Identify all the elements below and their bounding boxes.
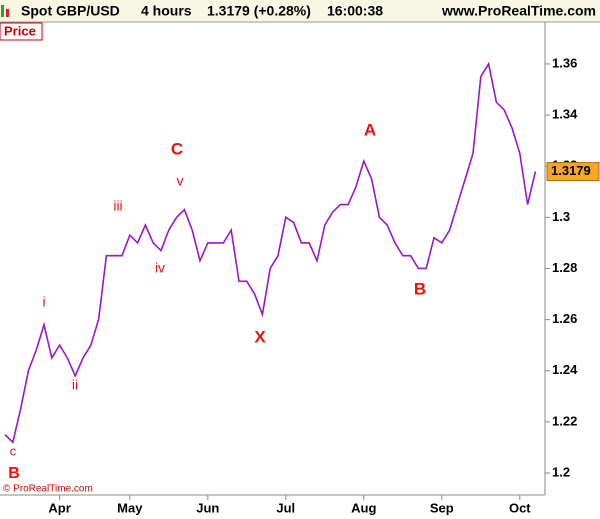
- panel-label: Price: [4, 23, 36, 38]
- wave-label: ii: [72, 377, 78, 393]
- x-tick-label: Sep: [430, 500, 454, 515]
- instrument: Spot GBP/USD: [21, 3, 120, 19]
- site: www.ProRealTime.com: [441, 3, 596, 19]
- y-tick-label: 1.28: [552, 260, 577, 275]
- x-tick-label: Oct: [509, 500, 531, 515]
- x-tick-label: Aug: [351, 500, 376, 515]
- period: 4 hours: [141, 3, 192, 19]
- wave-label: B: [8, 465, 20, 482]
- panel-label-box: [0, 22, 43, 41]
- price-line: [4, 61, 537, 444]
- x-tick-label: Jul: [276, 500, 295, 515]
- y-tick-label: 1.22: [552, 413, 577, 428]
- header-bar: [0, 0, 600, 22]
- wave-label: v: [177, 173, 184, 189]
- y-tick-label: 1.36: [552, 55, 577, 70]
- wave-label: c: [10, 443, 17, 458]
- last-price-label: 1.3179: [551, 163, 591, 178]
- wave-label: C: [171, 139, 183, 158]
- wave-label: B: [414, 279, 426, 298]
- last-price-box: [546, 162, 600, 182]
- wave-label: iii: [113, 198, 122, 214]
- y-tick-label: 1.24: [552, 362, 578, 377]
- y-tick-label: 1.2: [552, 464, 570, 479]
- time: 16:00:38: [327, 3, 383, 19]
- x-tick-label: Apr: [48, 500, 70, 515]
- y-tick-label: 1.34: [552, 107, 578, 122]
- y-tick-label: 1.3: [552, 209, 570, 224]
- wave-label: A: [364, 120, 376, 139]
- quote: 1.3179 (+0.28%): [207, 3, 311, 19]
- x-tick-label: Jun: [196, 500, 219, 515]
- wave-label: i: [42, 294, 45, 310]
- footer: © ProRealTime.com: [3, 484, 93, 495]
- wave-label: X: [254, 327, 266, 346]
- icon: [1, 5, 4, 17]
- x-tick-label: May: [117, 500, 143, 515]
- y-tick-label: 1.26: [552, 311, 577, 326]
- icon: [6, 9, 9, 17]
- wave-label: iv: [155, 260, 165, 276]
